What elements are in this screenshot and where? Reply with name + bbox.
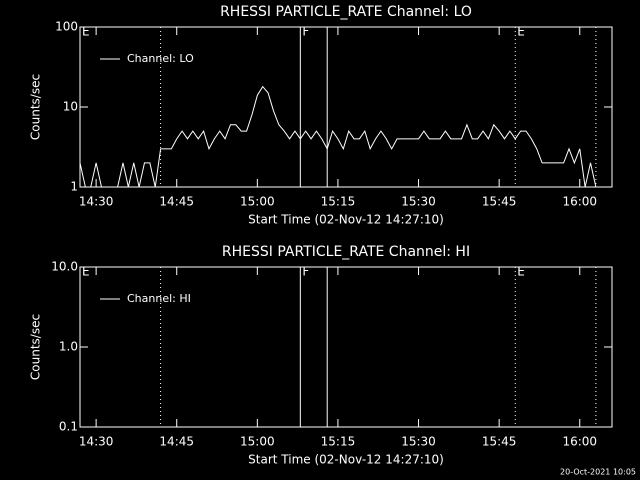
legend-label: Channel: HI [127, 292, 191, 305]
y-tick-label: 10 [63, 100, 78, 114]
x-tick-label: 15:45 [482, 435, 517, 449]
marker-label: E [517, 25, 525, 39]
x-axis-label: Start Time (02-Nov-12 14:27:10) [248, 453, 444, 467]
x-tick-label: 16:00 [562, 195, 597, 209]
x-tick-label: 16:00 [562, 435, 597, 449]
chart-title: RHESSI PARTICLE_RATE Channel: HI [222, 244, 470, 260]
marker-label: E [82, 25, 90, 39]
y-axis-label: Counts/sec [29, 314, 43, 380]
x-tick-label: 14:45 [159, 195, 194, 209]
marker-label: E [517, 265, 525, 279]
x-tick-label: 14:30 [79, 435, 114, 449]
series-line [79, 85, 597, 188]
plot-frame [79, 266, 613, 428]
x-tick-label: 15:00 [240, 435, 275, 449]
x-tick-label: 15:15 [321, 435, 356, 449]
footer: 20-Oct-2021 10:05 [560, 468, 636, 477]
y-tick-label: 1 [70, 180, 78, 194]
x-tick-label: 14:30 [79, 195, 114, 209]
chart-title: RHESSI PARTICLE_RATE Channel: LO [220, 4, 472, 20]
marker-label: E [82, 265, 90, 279]
y-tick-label: 0.1 [59, 420, 78, 434]
y-tick-label: 10.0 [51, 260, 78, 274]
x-axis-label: Start Time (02-Nov-12 14:27:10) [248, 213, 444, 227]
x-tick-label: 15:30 [401, 435, 436, 449]
marker-label: F [302, 265, 309, 279]
marker-label: F [302, 25, 309, 39]
x-tick-label: 15:00 [240, 195, 275, 209]
plot-frame [79, 26, 613, 188]
x-tick-label: 15:15 [321, 195, 356, 209]
x-tick-label: 15:30 [401, 195, 436, 209]
y-axis-label: Counts/sec [29, 74, 43, 140]
legend-label: Channel: LO [127, 52, 194, 65]
y-tick-label: 100 [55, 20, 78, 34]
x-tick-label: 15:45 [482, 195, 517, 209]
y-tick-label: 1.0 [59, 340, 78, 354]
x-tick-label: 14:45 [159, 435, 194, 449]
